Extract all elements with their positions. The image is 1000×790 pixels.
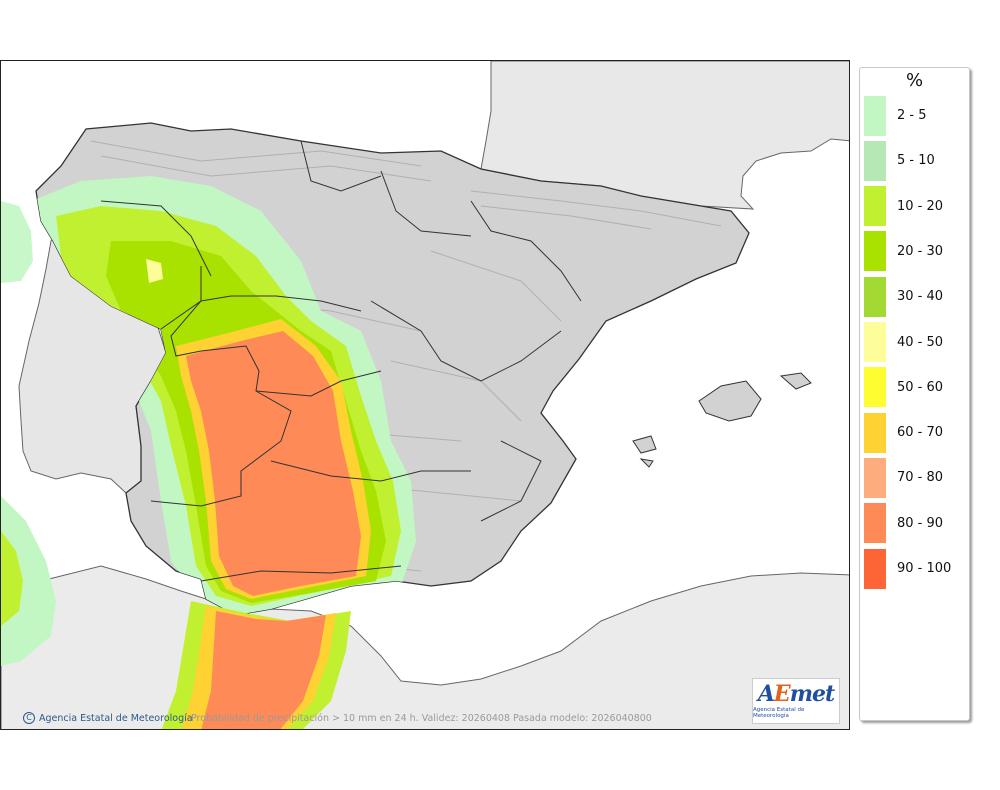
atlantic-precip-south (1, 496, 56, 666)
legend-unit: % (905, 70, 924, 91)
precip-bands-land (36, 176, 416, 615)
legend-item: 80 - 90 (864, 503, 943, 544)
credit: C Agencia Estatal de Meteorología (23, 712, 193, 724)
legend-swatch (864, 548, 886, 589)
atlantic-precip-south-core (1, 531, 23, 626)
legend-label: 90 - 100 (897, 561, 952, 576)
legend-label: 5 - 10 (897, 153, 935, 169)
legend-label: 50 - 60 (897, 379, 944, 395)
balearic-islands (632, 372, 812, 468)
atlantic-precip-north (1, 201, 33, 283)
aemet-logo-wordmark: AEmet (757, 681, 835, 707)
legend-label: 80 - 90 (897, 515, 944, 531)
legend-label: 2 - 5 (897, 108, 927, 123)
regional-borders (100, 140, 582, 582)
aemet-logo-subtitle: Agencia Estatal de Meteorología (753, 707, 805, 719)
legend: % 2 - 5 5 - 10 10 - 20 20 - 30 30 - 40 40 - 5… (859, 67, 970, 721)
legend-swatch (864, 412, 886, 453)
copyright-icon: C (23, 712, 35, 724)
aemet-logo: AEmet Agencia Estatal de Meteorología (752, 678, 840, 724)
france-landmass (480, 61, 849, 210)
legend-swatch (864, 367, 886, 408)
legend-item: 70 - 80 (864, 457, 943, 498)
credit-text: Agencia Estatal de Meteorología (39, 712, 193, 724)
legend-label: 30 - 40 (897, 289, 944, 305)
legend-item: 50 - 60 (864, 367, 943, 408)
legend-item: 2 - 5 (864, 95, 927, 136)
legend-swatch (864, 457, 886, 498)
legend-swatch (864, 322, 886, 362)
legend-item: 5 - 10 (864, 140, 935, 181)
legend-label: 40 - 50 (897, 334, 944, 350)
legend-swatch (864, 503, 886, 544)
legend-label: 60 - 70 (897, 425, 944, 441)
legend-item: 60 - 70 (864, 412, 943, 453)
legend-item: 10 - 20 (864, 186, 943, 227)
legend-label: 10 - 20 (897, 198, 944, 214)
legend-swatch (864, 140, 886, 181)
map-caption: Probabilidad de precipitación > 10 mm en… (191, 713, 652, 724)
legend-item: 40 - 50 (864, 322, 943, 363)
legend-swatch (864, 231, 886, 272)
legend-item: 90 - 100 (864, 548, 951, 589)
map-frame: C Agencia Estatal de Meteorología Probab… (0, 60, 850, 730)
legend-swatch (864, 95, 886, 136)
legend-swatch (864, 276, 886, 317)
legend-swatch (864, 186, 886, 227)
legend-item: 20 - 30 (864, 231, 943, 272)
africa-landmass (1, 565, 849, 729)
legend-label: 20 - 30 (897, 243, 944, 259)
map-canvas (1, 61, 849, 729)
precip-bands-africa (161, 601, 351, 729)
legend-label: 70 - 80 (897, 470, 944, 486)
legend-item: 30 - 40 (864, 276, 943, 317)
